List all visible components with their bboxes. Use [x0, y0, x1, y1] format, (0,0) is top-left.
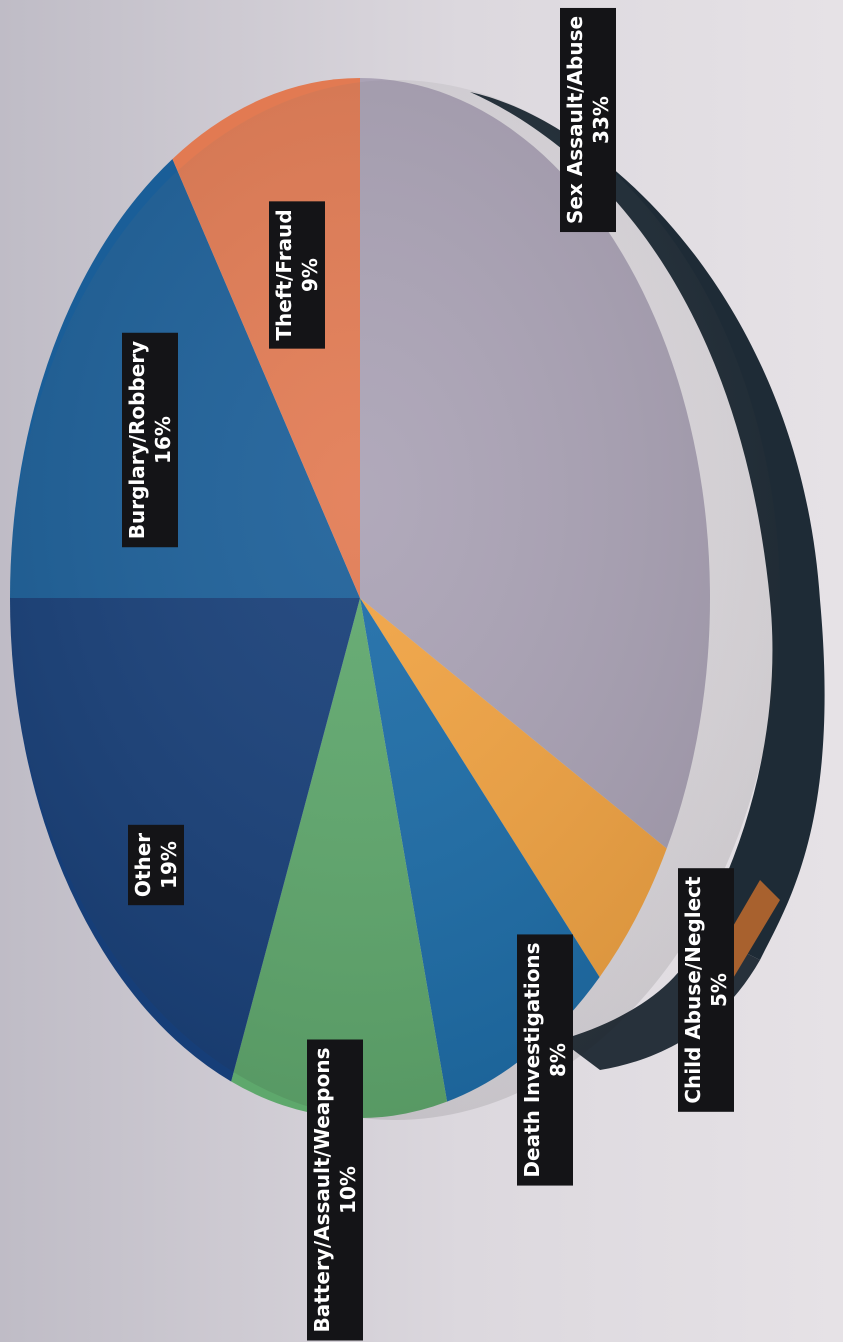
data-label-name: Sex Assault/Abuse: [563, 16, 587, 224]
pie-depth-edge: [470, 92, 825, 960]
data-label-box: [560, 7, 616, 233]
data-label-other: Other 19%: [128, 824, 184, 906]
data-label-child-abuse-neglect: Child Abuse/Neglect 5%: [678, 868, 734, 1112]
data-label-name: Child Abuse/Neglect: [681, 876, 705, 1104]
pie-labels: Sex Assault/Abuse 33% Child Abuse/Neglect 5…: [122, 7, 734, 1341]
data-label-value: 8%: [546, 1043, 570, 1077]
data-label-value: 5%: [707, 973, 731, 1007]
data-label-box: [517, 934, 573, 1186]
data-label-battery-assault-weapons: Battery/Assault/Weapons 10%: [307, 1039, 363, 1341]
data-label-name: Battery/Assault/Weapons: [310, 1048, 334, 1333]
data-label-name: Burglary/Robbery: [125, 341, 149, 539]
data-label-name: Other: [131, 833, 155, 897]
data-label-value: 16%: [151, 416, 175, 464]
data-label-box: [122, 332, 178, 548]
data-label-value: 19%: [157, 841, 181, 889]
data-label-value: 10%: [336, 1166, 360, 1214]
data-label-value: 9%: [298, 258, 322, 292]
data-label-box: [678, 868, 734, 1112]
data-label-box: [269, 201, 325, 349]
data-label-theft-fraud: Theft/Fraud 9%: [269, 201, 325, 349]
data-label-sex-assault-abuse: Sex Assault/Abuse 33%: [560, 7, 616, 233]
data-label-value: 33%: [589, 96, 613, 144]
data-label-box: [307, 1039, 363, 1341]
data-label-name: Death Investigations: [520, 942, 544, 1177]
data-label-burglary-robbery: Burglary/Robbery 16%: [122, 332, 178, 548]
data-label-name: Theft/Fraud: [272, 209, 296, 340]
data-label-death-investigations: Death Investigations 8%: [517, 934, 573, 1186]
data-label-box: [128, 824, 184, 906]
pie-slices: [10, 78, 711, 1118]
